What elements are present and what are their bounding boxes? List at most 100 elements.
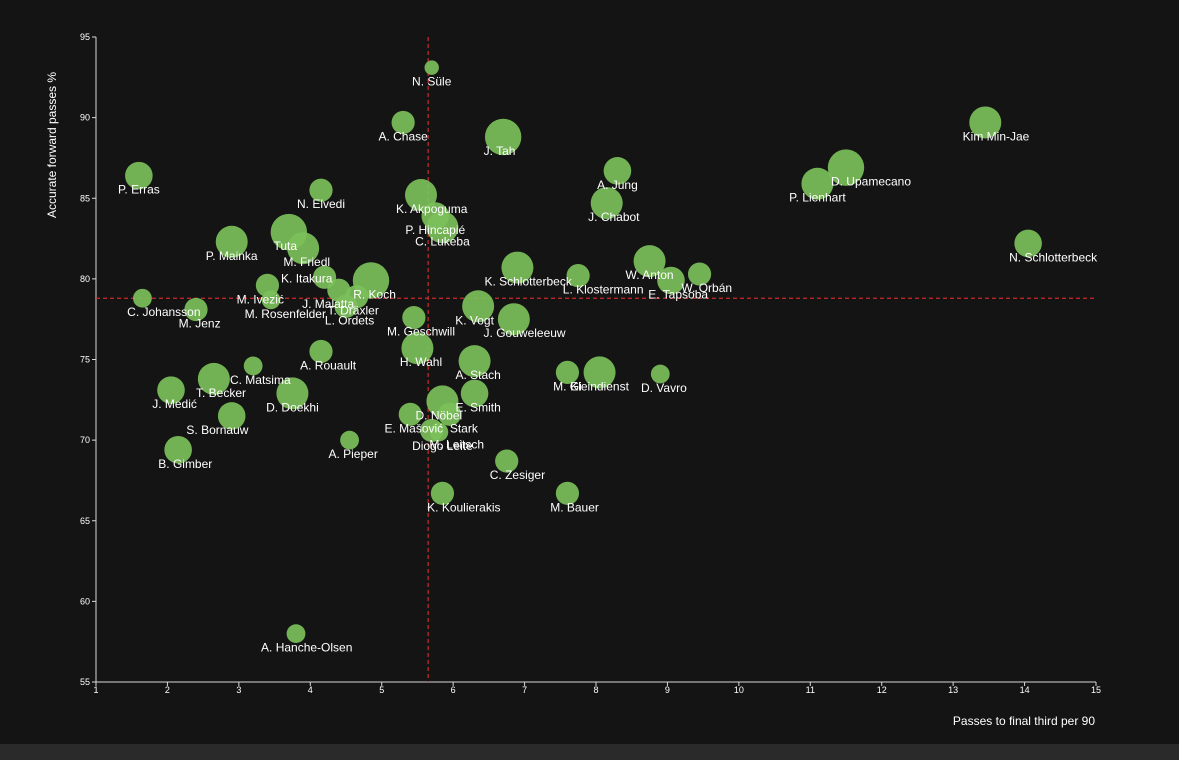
- point-label: C. Lukeba: [415, 234, 470, 248]
- point-label: C. Zesiger: [490, 468, 545, 482]
- data-point: [309, 339, 333, 364]
- point-label: A. Chase: [378, 129, 428, 143]
- point-label: D. Nöbel: [416, 408, 463, 422]
- y-axis-title: Accurate forward passes %: [45, 72, 59, 218]
- data-point: [555, 360, 580, 384]
- point-label: A. Pieper: [328, 447, 377, 461]
- data-point: [125, 161, 153, 190]
- data-point: [217, 402, 246, 430]
- data-point: [650, 364, 670, 384]
- data-point: [430, 481, 455, 505]
- point-label: H. Wahl: [400, 355, 442, 369]
- data-point: [827, 149, 865, 186]
- data-point: [801, 167, 834, 200]
- data-points: [125, 60, 1042, 644]
- data-point: [261, 290, 281, 310]
- y-tick-label: 60: [80, 596, 90, 606]
- point-label: M. Gi: [553, 379, 582, 393]
- point-label: D. Doekhi: [266, 400, 319, 414]
- point-label: W. Anton: [626, 268, 674, 282]
- point-label: A. Rouault: [300, 358, 357, 372]
- point-label: D. Vavro: [641, 381, 687, 395]
- point-label: T. Dräxler: [327, 304, 378, 318]
- point-label: Diogo Leite: [412, 439, 473, 453]
- data-point: [184, 297, 208, 322]
- bottom-bar: [0, 744, 1179, 760]
- data-point: [197, 362, 230, 395]
- x-tick-label: 2: [165, 685, 170, 695]
- point-label: A. Hanche-Olsen: [261, 641, 352, 655]
- y-tick-label: 90: [80, 113, 90, 123]
- data-point: [458, 345, 491, 378]
- point-label: B. Gimber: [158, 457, 212, 471]
- data-point: [484, 118, 522, 156]
- x-tick-label: 14: [1020, 685, 1030, 695]
- y-tick-label: 70: [80, 435, 90, 445]
- point-label: M. Geschwill: [387, 325, 455, 339]
- point-label: C. Johansson: [127, 305, 200, 319]
- point-label: K. Schlotterbeck: [484, 275, 572, 289]
- data-point: [133, 288, 152, 308]
- data-point: [429, 422, 449, 442]
- point-label: M. Bauer: [550, 500, 599, 514]
- point-label: E. Tapsoba: [648, 287, 708, 301]
- point-label: N. Süle: [412, 75, 452, 89]
- data-point: [309, 178, 333, 202]
- point-label: J. Medić: [152, 397, 197, 411]
- x-tick-label: 3: [236, 685, 241, 695]
- data-point: [286, 624, 306, 644]
- point-label: L. Klostermann: [563, 283, 644, 297]
- point-label: J. Chabot: [588, 210, 640, 224]
- point-label: M. Ivezić: [237, 292, 284, 306]
- data-point: [501, 251, 534, 284]
- x-axis-title: Passes to final third per 90: [953, 714, 1095, 728]
- data-point: [164, 436, 192, 464]
- chart-container: 1 2 3 4 5 6 7 8 9 10 11 12 13 14 15 55 60 65 70 75 80 85 90 95 …: [45, 32, 1102, 728]
- point-label: C. Matsima: [230, 373, 291, 387]
- data-point: [157, 376, 185, 404]
- x-tick-label: 15: [1091, 685, 1101, 695]
- data-point: [603, 157, 632, 185]
- data-point: [287, 232, 320, 265]
- data-point: [555, 481, 580, 505]
- data-point: [687, 262, 712, 286]
- data-point: [340, 430, 359, 450]
- point-label: M. Jenz: [179, 317, 221, 331]
- point-label: W. Orbán: [681, 281, 732, 295]
- data-point: [215, 225, 248, 258]
- y-tick-label: 95: [80, 32, 90, 42]
- point-label: P. Lienhart: [789, 191, 846, 205]
- y-tick-label: 55: [80, 677, 90, 687]
- x-tick-label: 11: [806, 685, 815, 695]
- data-point: [583, 356, 616, 389]
- data-point: [401, 332, 434, 365]
- point-label: P. Mainka: [206, 249, 258, 263]
- y-tick-label: 75: [80, 355, 90, 365]
- point-label: Tuta: [273, 239, 297, 253]
- point-label: P. Erras: [118, 183, 160, 197]
- x-tick-label: 8: [593, 685, 598, 695]
- y-tick-label: 85: [80, 193, 90, 203]
- scatter-chart: 1 2 3 4 5 6 7 8 9 10 11 12 13 14 15556065707580859095 …: [45, 32, 1101, 728]
- point-label: T. Becker: [196, 386, 246, 400]
- x-tick-label: 4: [308, 685, 313, 695]
- point-label: K. Itakura: [281, 271, 333, 285]
- point-label: K. Koulierakis: [427, 500, 500, 514]
- data-point: [590, 187, 623, 220]
- point-label: M. Friedl: [283, 255, 330, 269]
- point-label: D. Upamecano: [831, 175, 911, 189]
- point-label: R. Koch: [353, 287, 396, 301]
- point-label: S. Bornauw: [186, 423, 248, 437]
- data-point: [969, 106, 1002, 139]
- data-point: [345, 285, 369, 309]
- data-point: [402, 305, 426, 330]
- data-point: [391, 110, 415, 135]
- data-point: [462, 290, 495, 323]
- point-label: K. Akpoguma: [396, 202, 468, 216]
- point-label: M. Leitsch: [429, 437, 484, 451]
- point-label: M. Rosenfelder: [245, 307, 326, 321]
- data-point: [437, 402, 462, 426]
- y-tick-label: 80: [80, 274, 90, 284]
- point-label: Stark: [450, 421, 479, 435]
